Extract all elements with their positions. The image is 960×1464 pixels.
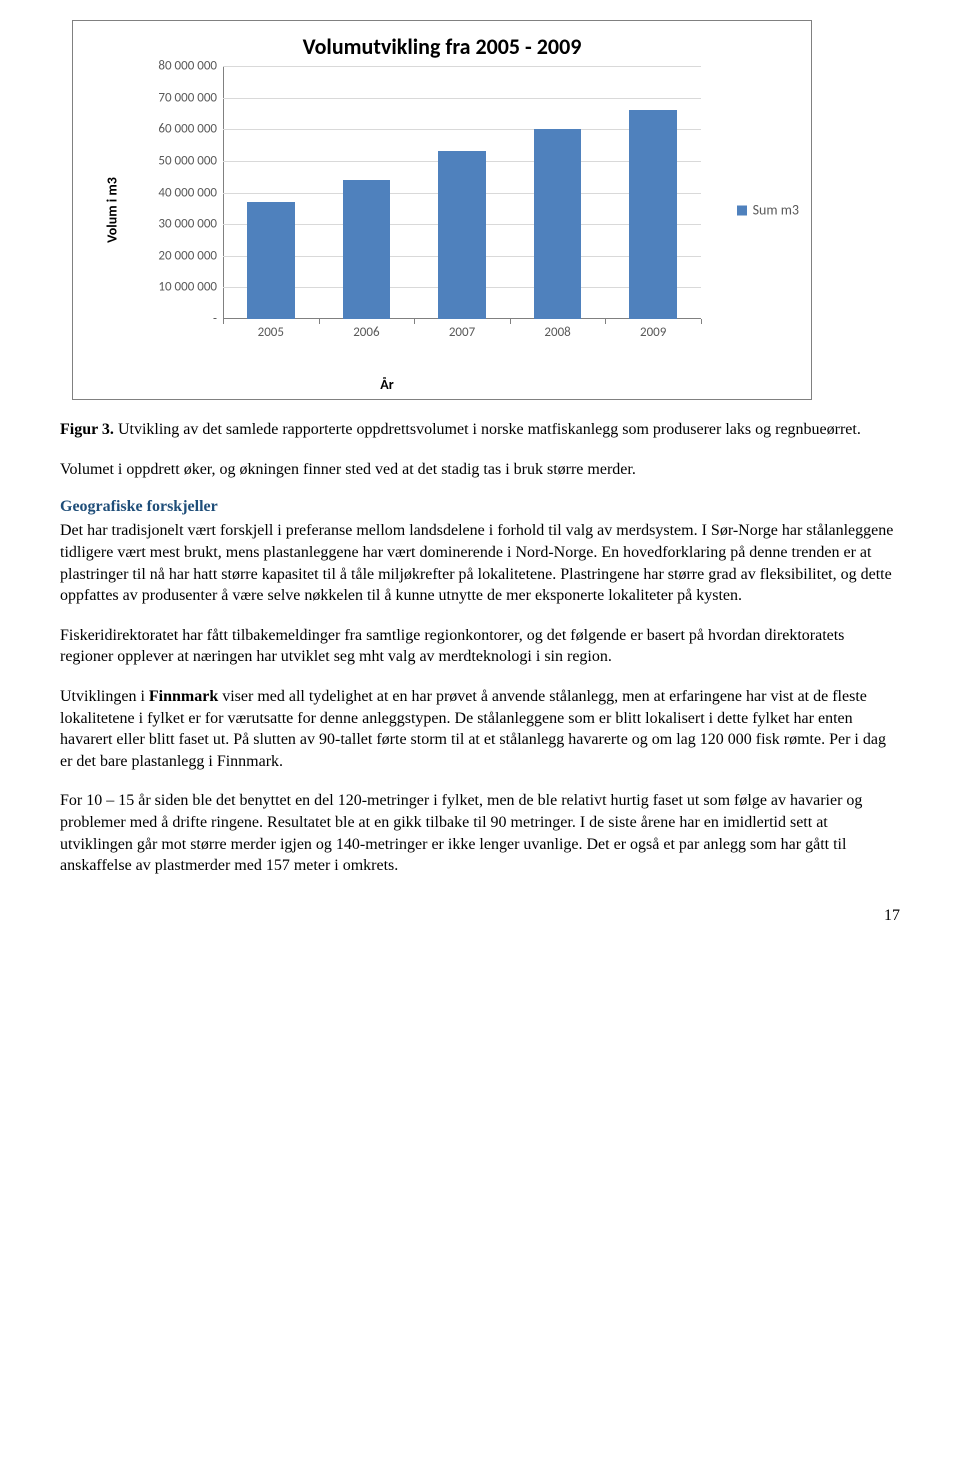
x-tick-label: 2009 xyxy=(640,325,666,340)
paragraph-1: Volumet i oppdrett øker, og økningen fin… xyxy=(60,459,900,481)
plot-area: -10 000 00020 000 00030 000 00040 000 00… xyxy=(223,66,701,319)
figure-caption-label: Figur 3. xyxy=(60,421,114,438)
chart-legend: Sum m3 xyxy=(737,202,799,219)
x-tick-mark xyxy=(605,319,606,324)
chart-container: Volumutvikling fra 2005 - 2009 Volum i m… xyxy=(72,20,812,400)
section-heading: Geografiske forskjeller xyxy=(60,498,900,516)
y-tick-label: 30 000 000 xyxy=(158,217,217,232)
x-tick-mark xyxy=(414,319,415,324)
paragraph-4: Utviklingen i Finnmark viser med all tyd… xyxy=(60,686,900,772)
y-tick-label: 10 000 000 xyxy=(158,280,217,295)
legend-label: Sum m3 xyxy=(753,202,799,219)
y-tick-label: 60 000 000 xyxy=(158,122,217,137)
x-tick-label: 2005 xyxy=(258,325,284,340)
y-tick-label: 80 000 000 xyxy=(158,59,217,74)
chart-bar xyxy=(534,129,582,319)
grid-line xyxy=(223,98,701,99)
x-tick-label: 2008 xyxy=(544,325,570,340)
y-tick-label: - xyxy=(213,312,217,327)
x-axis-label: År xyxy=(73,376,701,393)
grid-line xyxy=(223,66,701,67)
x-tick-mark xyxy=(223,319,224,324)
y-tick-label: 20 000 000 xyxy=(158,248,217,263)
x-tick-label: 2006 xyxy=(353,325,379,340)
chart-bar xyxy=(629,110,677,319)
chart-bar xyxy=(343,180,391,319)
paragraph-3: Fiskeridirektoratet har fått tilbakemeld… xyxy=(60,625,900,668)
y-tick-label: 70 000 000 xyxy=(158,90,217,105)
figure-caption-text: Utvikling av det samlede rapporterte opp… xyxy=(118,421,861,438)
chart-bar xyxy=(438,151,486,319)
chart-bar xyxy=(247,202,295,319)
paragraph-5: For 10 – 15 år siden ble det benyttet en… xyxy=(60,790,900,876)
figure-caption: Figur 3. Utvikling av det samlede rappor… xyxy=(60,420,900,441)
paragraph-2: Det har tradisjonelt vært forskjell i pr… xyxy=(60,520,900,606)
y-tick-label: 40 000 000 xyxy=(158,185,217,200)
x-tick-mark xyxy=(510,319,511,324)
x-tick-mark xyxy=(319,319,320,324)
para4-bold: Finnmark xyxy=(149,688,218,705)
para4-pre: Utviklingen i xyxy=(60,688,149,705)
legend-swatch xyxy=(737,205,747,215)
x-tick-mark xyxy=(701,319,702,324)
y-tick-label: 50 000 000 xyxy=(158,153,217,168)
x-tick-label: 2007 xyxy=(449,325,475,340)
chart-body: - 10 000 000 20 000 000 30 000 000 40 000 00… xyxy=(113,66,701,349)
page-number: 17 xyxy=(60,907,900,925)
